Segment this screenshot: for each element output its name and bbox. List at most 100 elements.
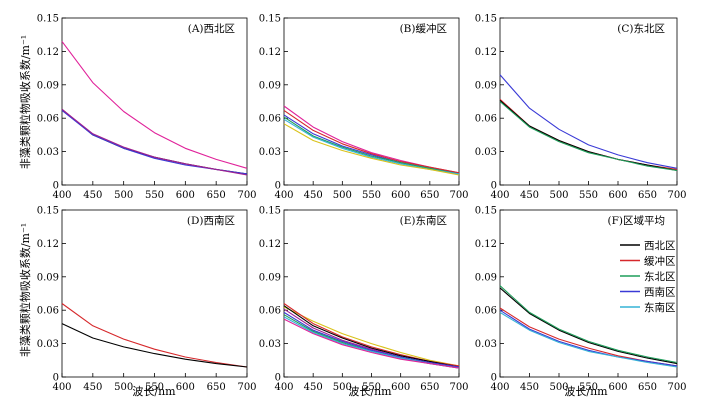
y-tick-label: 0.09 xyxy=(37,80,59,91)
series-line-6 xyxy=(283,314,460,369)
x-tick-label: 400 xyxy=(274,190,293,201)
x-tick-label: 600 xyxy=(176,190,195,201)
y-tick-label: 0 xyxy=(53,373,59,384)
chart-panels: 0 0.03 0.06 0.09 0.12 0.15 400 450 500 550 600 650 7… xyxy=(37,14,687,394)
y-tick-label: 0.03 xyxy=(475,339,497,350)
series-line-2 xyxy=(283,303,460,367)
series-line-3 xyxy=(283,114,460,175)
y-tick-label: 0.09 xyxy=(259,80,281,91)
series-line-8 xyxy=(283,318,460,369)
x-tick-label: 550 xyxy=(145,190,164,201)
chart-panel-1: 0 0.03 0.06 0.09 0.12 0.15 400 450 500 550 600 650 7… xyxy=(37,14,257,202)
x-tick-label: 400 xyxy=(274,382,293,393)
y-axis-title-top: 非藻类颗粒物吸收系数/m⁻¹ xyxy=(18,35,32,169)
y-tick-label: 0.12 xyxy=(259,47,281,58)
x-tick-label: 400 xyxy=(490,382,509,393)
plot-frame xyxy=(499,17,678,186)
series-line-1 xyxy=(283,306,460,367)
y-tick-label: 0.06 xyxy=(475,306,497,317)
x-axis-title-right: 波长/nm xyxy=(564,385,608,398)
y-tick-label: 0.15 xyxy=(37,14,59,25)
y-tick-label: 0.03 xyxy=(259,339,281,350)
x-tick-label: 700 xyxy=(237,190,256,201)
series-line-5 xyxy=(283,118,460,175)
y-tick-label: 0.15 xyxy=(475,206,497,217)
series-line-2 xyxy=(283,109,460,174)
x-axis-title-left: 波长/nm xyxy=(132,385,176,398)
x-tick-label: 500 xyxy=(114,190,133,201)
series-line-4 xyxy=(61,108,248,176)
x-tick-label: 600 xyxy=(608,382,627,393)
panel-title: (E)东南区 xyxy=(400,214,447,227)
x-tick-label: 450 xyxy=(520,382,539,393)
y-tick-label: 0.06 xyxy=(259,114,281,125)
y-tick-label: 0.15 xyxy=(259,206,281,217)
series-line-2 xyxy=(61,323,248,368)
panel-title: (F)区域平均 xyxy=(608,214,665,227)
series-line-3 xyxy=(499,285,678,364)
plot-frame xyxy=(283,17,460,186)
chart-panel-4: 0 0.03 0.06 0.09 0.12 0.15 400 450 500 550 600 650 7… xyxy=(37,206,257,394)
chart-panel-2: 0 0.03 0.06 0.09 0.12 0.15 400 450 500 550 600 650 7… xyxy=(259,14,469,202)
y-axis-title-bottom: 非藻类颗粒物吸收系数/m⁻¹ xyxy=(18,223,32,357)
y-tick-label: 0.09 xyxy=(37,272,59,283)
y-tick-label: 0.09 xyxy=(475,80,497,91)
y-tick-label: 0.06 xyxy=(37,114,59,125)
x-tick-label: 450 xyxy=(83,190,102,201)
x-tick-label: 650 xyxy=(420,382,439,393)
x-tick-label: 650 xyxy=(207,190,226,201)
y-tick-label: 0.15 xyxy=(475,14,497,25)
y-tick-label: 0 xyxy=(275,373,281,384)
x-tick-label: 550 xyxy=(579,382,598,393)
x-tick-label: 500 xyxy=(549,382,568,393)
x-tick-label: 550 xyxy=(362,190,381,201)
x-tick-label: 450 xyxy=(83,382,102,393)
series-line-1 xyxy=(61,303,248,368)
y-tick-label: 0.09 xyxy=(259,272,281,283)
y-tick-label: 0.12 xyxy=(37,239,59,250)
y-tick-label: 0.03 xyxy=(37,147,59,158)
series-line-5 xyxy=(283,311,460,368)
series-line-3 xyxy=(61,109,248,175)
x-tick-label: 600 xyxy=(176,382,195,393)
series-line-1 xyxy=(499,74,678,169)
y-tick-label: 0.06 xyxy=(475,114,497,125)
x-tick-label: 500 xyxy=(114,382,133,393)
y-tick-label: 0.03 xyxy=(475,147,497,158)
legend-label: 东南区 xyxy=(644,301,676,314)
x-tick-label: 650 xyxy=(420,190,439,201)
legend-label: 西北区 xyxy=(644,240,676,252)
series-line-3 xyxy=(499,99,678,172)
x-tick-label: 550 xyxy=(362,382,381,393)
y-tick-label: 0.03 xyxy=(37,339,59,350)
x-tick-label: 600 xyxy=(391,382,410,393)
panel-title: (D)西南区 xyxy=(187,214,235,227)
panel-title: (C)东北区 xyxy=(617,22,665,35)
series-line-1 xyxy=(499,287,678,365)
y-tick-label: 0.15 xyxy=(259,14,281,25)
x-tick-label: 550 xyxy=(145,382,164,393)
x-tick-label: 500 xyxy=(549,190,568,201)
x-tick-label: 600 xyxy=(608,190,627,201)
chart-panel-3: 0 0.03 0.06 0.09 0.12 0.15 400 450 500 550 600 650 7… xyxy=(475,14,687,202)
x-tick-label: 700 xyxy=(667,382,686,393)
series-line-2 xyxy=(499,98,678,170)
y-tick-label: 0.09 xyxy=(475,272,497,283)
x-tick-label: 700 xyxy=(449,382,468,393)
x-tick-label: 650 xyxy=(638,190,657,201)
y-tick-label: 0.03 xyxy=(259,147,281,158)
y-tick-label: 0 xyxy=(53,181,59,192)
y-tick-label: 0.15 xyxy=(37,206,59,217)
x-tick-label: 400 xyxy=(52,190,71,201)
series-line-6 xyxy=(283,123,460,176)
series-line-3 xyxy=(283,305,460,368)
series-line-2 xyxy=(61,108,248,175)
chart-panel-5: 0 0.03 0.06 0.09 0.12 0.15 400 450 500 550 600 650 7… xyxy=(259,206,469,394)
series-line-1 xyxy=(61,41,248,169)
x-axis-title-middle: 波长/nm xyxy=(348,385,392,398)
x-tick-label: 700 xyxy=(237,382,256,393)
legend-label: 缓冲区 xyxy=(644,255,676,268)
panel-title: (A)西北区 xyxy=(188,23,235,35)
